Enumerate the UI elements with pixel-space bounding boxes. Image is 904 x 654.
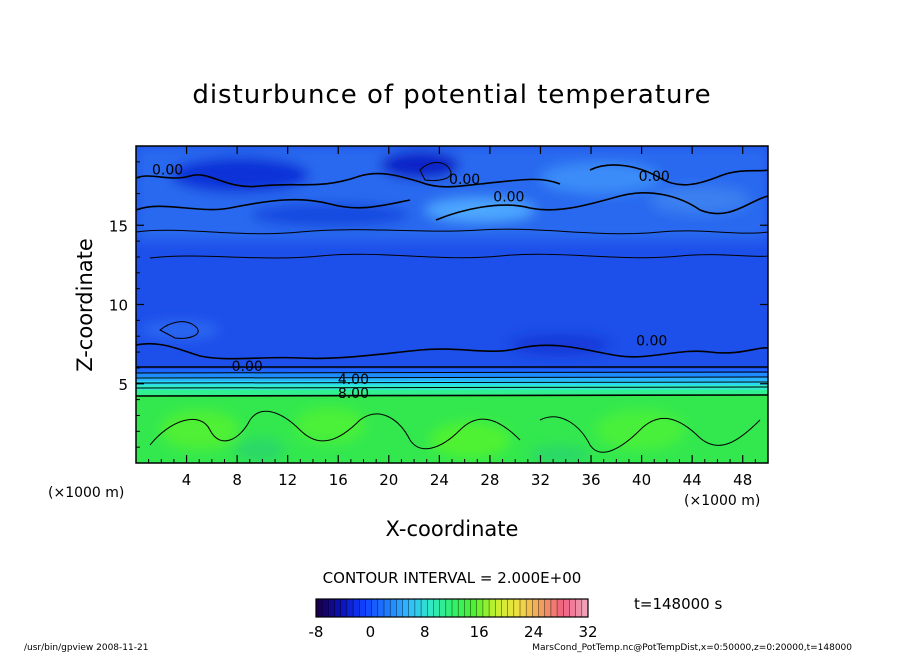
colorbar-cell <box>482 599 490 617</box>
colorbar-cell <box>433 599 441 617</box>
colorbar-cell <box>532 599 540 617</box>
x-unit-right: (×1000 m) <box>684 493 760 509</box>
x-tick-label: 40 <box>632 471 651 489</box>
colorbar-cell <box>563 599 570 617</box>
y-tick-label: 10 <box>109 297 128 315</box>
colorbar-tick-label: 32 <box>578 623 597 641</box>
colorbar-cell <box>402 599 410 617</box>
colorbar-cell <box>359 599 366 617</box>
colorbar-cell <box>334 599 342 617</box>
colorbar-tick-label: 8 <box>420 623 430 641</box>
colorbar-cell <box>544 599 552 617</box>
colorbar-cell <box>470 599 478 617</box>
colorbar-tick-label: 24 <box>524 623 543 641</box>
contour-interval: CONTOUR INTERVAL = 2.000E+00 <box>323 569 582 587</box>
colorbar-cell <box>346 599 354 617</box>
upper-mottling <box>136 146 768 355</box>
colorbar-cell <box>557 599 564 617</box>
contour-labels: 0.00 0.00 0.00 0.00 0.00 0.00 4.008.00 <box>152 163 670 402</box>
colorbar-tick-label: 16 <box>470 623 489 641</box>
colorbar-cell <box>464 599 472 617</box>
x-axis-label: X-coordinate <box>386 517 519 541</box>
x-tick-label: 20 <box>379 471 398 489</box>
time-label: t=148000 s <box>634 595 722 613</box>
x-tick-label: 16 <box>329 471 348 489</box>
colorbar-cell <box>452 599 459 617</box>
colorbar-cell <box>458 599 465 617</box>
x-unit-left: (×1000 m) <box>48 485 124 501</box>
colorbar-tick-label: 0 <box>366 623 376 641</box>
colorbar-cell <box>365 599 373 617</box>
y-tick-label: 5 <box>118 376 128 394</box>
colorbar-tick-label: -8 <box>309 623 324 641</box>
lower-mottling <box>160 407 685 463</box>
chart-title: disturbunce of potential temperature <box>192 80 711 110</box>
colorbar-cell <box>328 599 336 617</box>
colorbar-cell <box>353 599 360 617</box>
y-axis: 5 10 15 <box>109 161 768 448</box>
colorbar-cell <box>495 599 502 617</box>
x-tick-label: 12 <box>278 471 297 489</box>
colorbar: -8 0 8 16 24 32 <box>309 598 598 641</box>
x-tick-label: 32 <box>531 471 550 489</box>
colorbar-cell <box>513 599 521 617</box>
contour-label: 8.00 <box>338 386 369 402</box>
y-tick-label: 15 <box>109 217 128 235</box>
x-tick-label: 36 <box>581 471 600 489</box>
colorbar-cell <box>520 599 527 617</box>
contour-label: 0.00 <box>493 189 524 205</box>
colorbar-cell <box>550 599 558 617</box>
colorbar-frame <box>315 598 589 618</box>
colorbar-cell <box>575 599 583 617</box>
colorbar-cell <box>439 599 447 617</box>
colorbar-cell <box>427 599 434 617</box>
colorbar-cell <box>501 599 509 617</box>
footer-right: MarsCond_PotTemp.nc@PotTempDist,x=0:5000… <box>532 643 852 653</box>
y-axis-label: Z-coordinate <box>73 238 97 372</box>
colorbar-cell <box>581 599 589 617</box>
plot-area: 0.00 0.00 0.00 0.00 0.00 0.00 4.008.00 <box>136 146 768 463</box>
contour-label: 4.00 <box>338 372 369 388</box>
colorbar-cell <box>371 599 379 617</box>
colorbar-cell <box>396 599 404 617</box>
colorbar-cell <box>538 599 546 617</box>
contour-label: 0.00 <box>636 334 667 350</box>
colorbar-cell <box>408 599 416 617</box>
colorbar-cell <box>390 599 397 617</box>
x-tick-label: 8 <box>232 471 242 489</box>
colorbar-cell <box>569 599 577 617</box>
x-tick-label: 4 <box>182 471 192 489</box>
contour-label: 0.00 <box>639 169 670 185</box>
x-tick-label: 24 <box>430 471 449 489</box>
contour-label: 0.00 <box>152 163 183 179</box>
x-axis: 4 8 12 16 20 24 28 32 36 40 44 48 <box>148 146 756 489</box>
x-tick-label: 28 <box>480 471 499 489</box>
colorbar-cell <box>507 599 515 617</box>
contour-label: 0.00 <box>449 172 480 188</box>
contour-lines <box>136 162 768 453</box>
colorbar-cell <box>526 599 533 617</box>
colorbar-cell <box>421 599 428 617</box>
colorbar-cell <box>445 599 453 617</box>
colorbar-cell <box>340 599 348 617</box>
colorbar-cell <box>316 599 323 617</box>
colorbar-cell <box>489 599 496 617</box>
footer-left: /usr/bin/gpview 2008-11-21 <box>24 643 148 653</box>
colorbar-cell <box>476 599 484 617</box>
colorbar-cell <box>322 599 329 617</box>
colorbar-cell <box>384 599 391 617</box>
colorbar-cell <box>377 599 385 617</box>
x-tick-label: 48 <box>733 471 752 489</box>
transition-band <box>136 369 768 373</box>
x-tick-label: 44 <box>683 471 702 489</box>
colorbar-cell <box>414 599 422 617</box>
contour-label: 0.00 <box>232 359 263 375</box>
